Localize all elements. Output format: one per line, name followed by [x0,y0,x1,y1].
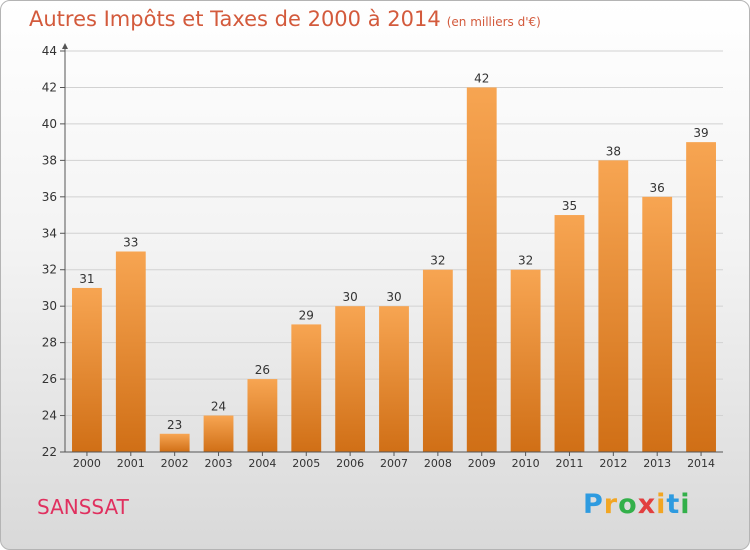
axes [60,43,723,456]
logo-letter: o [618,489,638,520]
value-label: 32 [430,254,445,268]
y-tick-label: 44 [42,44,57,58]
bar-2002 [159,433,190,452]
value-label: 24 [211,400,226,414]
y-tick-label: 40 [42,117,57,131]
bar-2010 [510,269,541,452]
x-tick-label: 2007 [380,457,408,470]
value-label: 42 [474,71,489,85]
bar-2006 [335,306,366,452]
y-tick-label: 26 [42,372,57,386]
bar-2012 [598,160,629,452]
x-tick-label: 2000 [73,457,101,470]
chart-subtitle: (en milliers d'€) [446,15,541,29]
value-label: 23 [167,418,182,432]
y-tick-label: 30 [42,299,57,313]
x-tick-label: 2008 [424,457,452,470]
y-tick-label: 28 [42,336,57,350]
logo-letter: i [656,489,667,520]
x-tick-label: 2011 [555,457,583,470]
x-tick-label: 2009 [468,457,496,470]
y-tick-label: 22 [42,445,57,459]
town-name: SANSSAT [37,495,129,519]
value-label: 30 [386,290,401,304]
x-tick-label: 2002 [161,457,189,470]
y-tick-label: 24 [42,409,57,423]
x-tick-label: 2012 [599,457,627,470]
bar-2005 [291,324,322,452]
title-text: Autres Impôts et Taxes de 2000 à 2014 [29,7,441,31]
bar-2000 [72,287,102,452]
x-tick-label: 2003 [205,457,233,470]
value-label: 36 [650,181,665,195]
value-label: 38 [606,144,621,158]
logo-letter: x [637,489,657,520]
labels: 22 24 26 28 30 32 34 36 38 40 42 44 31 2000 33 2001 23 20… [42,44,715,470]
value-label: 29 [299,308,314,322]
y-axis-arrow [62,43,68,49]
y-tick-label: 38 [42,153,57,167]
value-label: 31 [79,272,94,286]
bar-2009 [466,87,497,453]
bar-2004 [247,379,278,452]
x-tick-label: 2010 [512,457,540,470]
value-label: 26 [255,363,270,377]
value-label: 35 [562,199,577,213]
bar-2013 [642,196,673,452]
value-label: 30 [342,290,357,304]
bar-2007 [379,306,409,452]
bar-2011 [554,215,585,452]
value-label: 39 [693,126,708,140]
logo-letter: i [680,489,691,520]
x-tick-label: 2001 [117,457,145,470]
x-tick-label: 2013 [643,457,671,470]
logo-letter: P [583,489,604,520]
logo-letter: r [603,489,619,520]
y-tick-label: 34 [42,226,57,240]
value-label: 33 [123,236,138,250]
bar-2003 [203,415,234,452]
bar-2008 [422,269,453,452]
x-tick-label: 2005 [292,457,320,470]
x-tick-label: 2014 [687,457,715,470]
bar-2014 [686,142,716,453]
x-tick-label: 2004 [248,457,276,470]
y-tick-label: 32 [42,263,57,277]
y-tick-label: 36 [42,190,57,204]
x-tick-label: 2006 [336,457,364,470]
bar-2001 [115,251,146,452]
y-tick-label: 42 [42,80,57,94]
proxiti-logo[interactable]: Proxiti [583,489,691,520]
chart-title: Autres Impôts et Taxes de 2000 à 2014 (en… [29,7,541,31]
logo-letter: t [666,489,681,520]
bars [72,87,716,453]
value-label: 32 [518,254,533,268]
